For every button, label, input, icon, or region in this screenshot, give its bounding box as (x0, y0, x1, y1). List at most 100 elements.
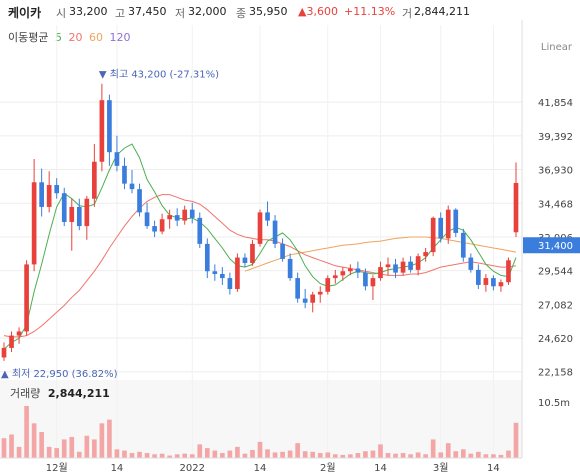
annotations: 31,400 ▼ 최고 43,200 (-27.31%) ▲ 최저 22,950 (… (1, 69, 580, 380)
ma-legend-item-60[interactable]: 60 (88, 31, 103, 44)
volume-bar (129, 453, 135, 458)
volume-bar (220, 453, 225, 458)
volume-bar (393, 453, 398, 458)
volume-bar (280, 451, 285, 458)
volume-bar (197, 444, 203, 458)
candle-body (295, 278, 300, 299)
low-label: 저 (175, 7, 186, 20)
volume-bar (460, 449, 466, 458)
candle-body (242, 257, 248, 264)
candle-body (1, 347, 7, 358)
candle-body (513, 182, 519, 233)
current-price-label: 31,400 (538, 241, 573, 252)
max-price-annotation: ▼ 최고 43,200 (-27.31%) (99, 69, 219, 81)
candle-body (453, 209, 459, 233)
open-value: 33,200 (69, 5, 108, 18)
candle-body (423, 252, 428, 257)
volume-bar (24, 406, 29, 458)
candle-body (272, 220, 278, 244)
volume-bar (302, 451, 308, 458)
volume-bar (408, 454, 413, 458)
low-value: 32,000 (188, 5, 227, 18)
candle-body (400, 261, 406, 273)
candle-body (24, 264, 29, 332)
volume-bar (378, 444, 383, 458)
volume-bar (385, 453, 391, 458)
volume-bar (265, 449, 270, 458)
candle-body (167, 215, 172, 220)
candle-body (152, 226, 157, 232)
volume-bar (400, 453, 406, 458)
volume-bar (340, 454, 346, 458)
candle-body (107, 100, 112, 153)
candle-body (182, 209, 188, 221)
volume-bar (491, 454, 496, 458)
volume-bar (506, 450, 511, 458)
volume-bar (9, 434, 14, 458)
candle-body (280, 243, 285, 259)
volume-bar (257, 441, 263, 458)
moving-average-legend: 이동평균 5 20 60 120 (8, 29, 133, 45)
volume-label: 거 (402, 7, 413, 20)
volume-bar (438, 452, 444, 458)
candle-body (137, 189, 142, 213)
ma-legend-item-5[interactable]: 5 (54, 31, 62, 44)
volume-bar (84, 435, 90, 458)
change-value: ▲3,600 (298, 5, 338, 18)
candlesticks (1, 83, 519, 361)
volume-panel-value: 2,844,211 (47, 387, 110, 400)
volume-bar (483, 454, 489, 458)
candle-body (69, 206, 75, 222)
candle-body (378, 267, 383, 279)
candle-body (438, 217, 444, 239)
candle-body (445, 209, 451, 239)
volume-bar (159, 453, 165, 458)
candle-body (491, 278, 496, 287)
volume-bar (76, 451, 82, 458)
candle-body (39, 182, 44, 207)
scale-type-label[interactable]: Linear (540, 42, 572, 53)
ma-legend-item-120[interactable]: 120 (109, 31, 131, 44)
candle-body (340, 271, 346, 276)
volume-value: 2,844,211 (414, 5, 470, 18)
candle-body (287, 258, 293, 279)
candle-body (332, 275, 338, 279)
candle-body (498, 282, 504, 287)
candle-body (317, 291, 323, 295)
volume-bar (355, 453, 361, 458)
y-tick-label: 27,082 (538, 300, 573, 311)
volume-bar (453, 451, 459, 458)
volume-bar (430, 439, 436, 458)
candle-body (46, 185, 52, 207)
volume-bar (212, 450, 218, 458)
x-tick-label: 3월 (433, 462, 449, 474)
x-tick-label: 14 (111, 463, 124, 474)
volume-bar (468, 453, 474, 458)
candle-body (355, 268, 361, 273)
volume-bar (46, 446, 52, 458)
volume-bar (31, 423, 37, 458)
volume-bar (114, 449, 120, 458)
candle-body (302, 298, 308, 303)
candle-body (310, 294, 316, 303)
change-percent: +11.13% (344, 5, 396, 18)
candle-body (408, 261, 413, 270)
volume-bar (61, 439, 67, 458)
ma5-line (3, 143, 517, 350)
y-tick-label: 36,930 (538, 166, 573, 177)
volume-bar (317, 453, 323, 458)
candle-body (122, 165, 127, 184)
x-tick-label: 14 (374, 463, 387, 474)
candle-body (114, 152, 120, 166)
candle-body (129, 183, 135, 190)
volume-bar (287, 450, 293, 458)
volume-bar (513, 422, 519, 458)
candle-body (159, 219, 165, 232)
candle-body (212, 271, 218, 274)
ma-legend-item-20[interactable]: 20 (68, 31, 83, 44)
current-price-tag (523, 237, 580, 254)
volume-bar (16, 446, 22, 458)
x-tick-label: 2월 (320, 462, 336, 474)
candle-body (174, 215, 180, 221)
